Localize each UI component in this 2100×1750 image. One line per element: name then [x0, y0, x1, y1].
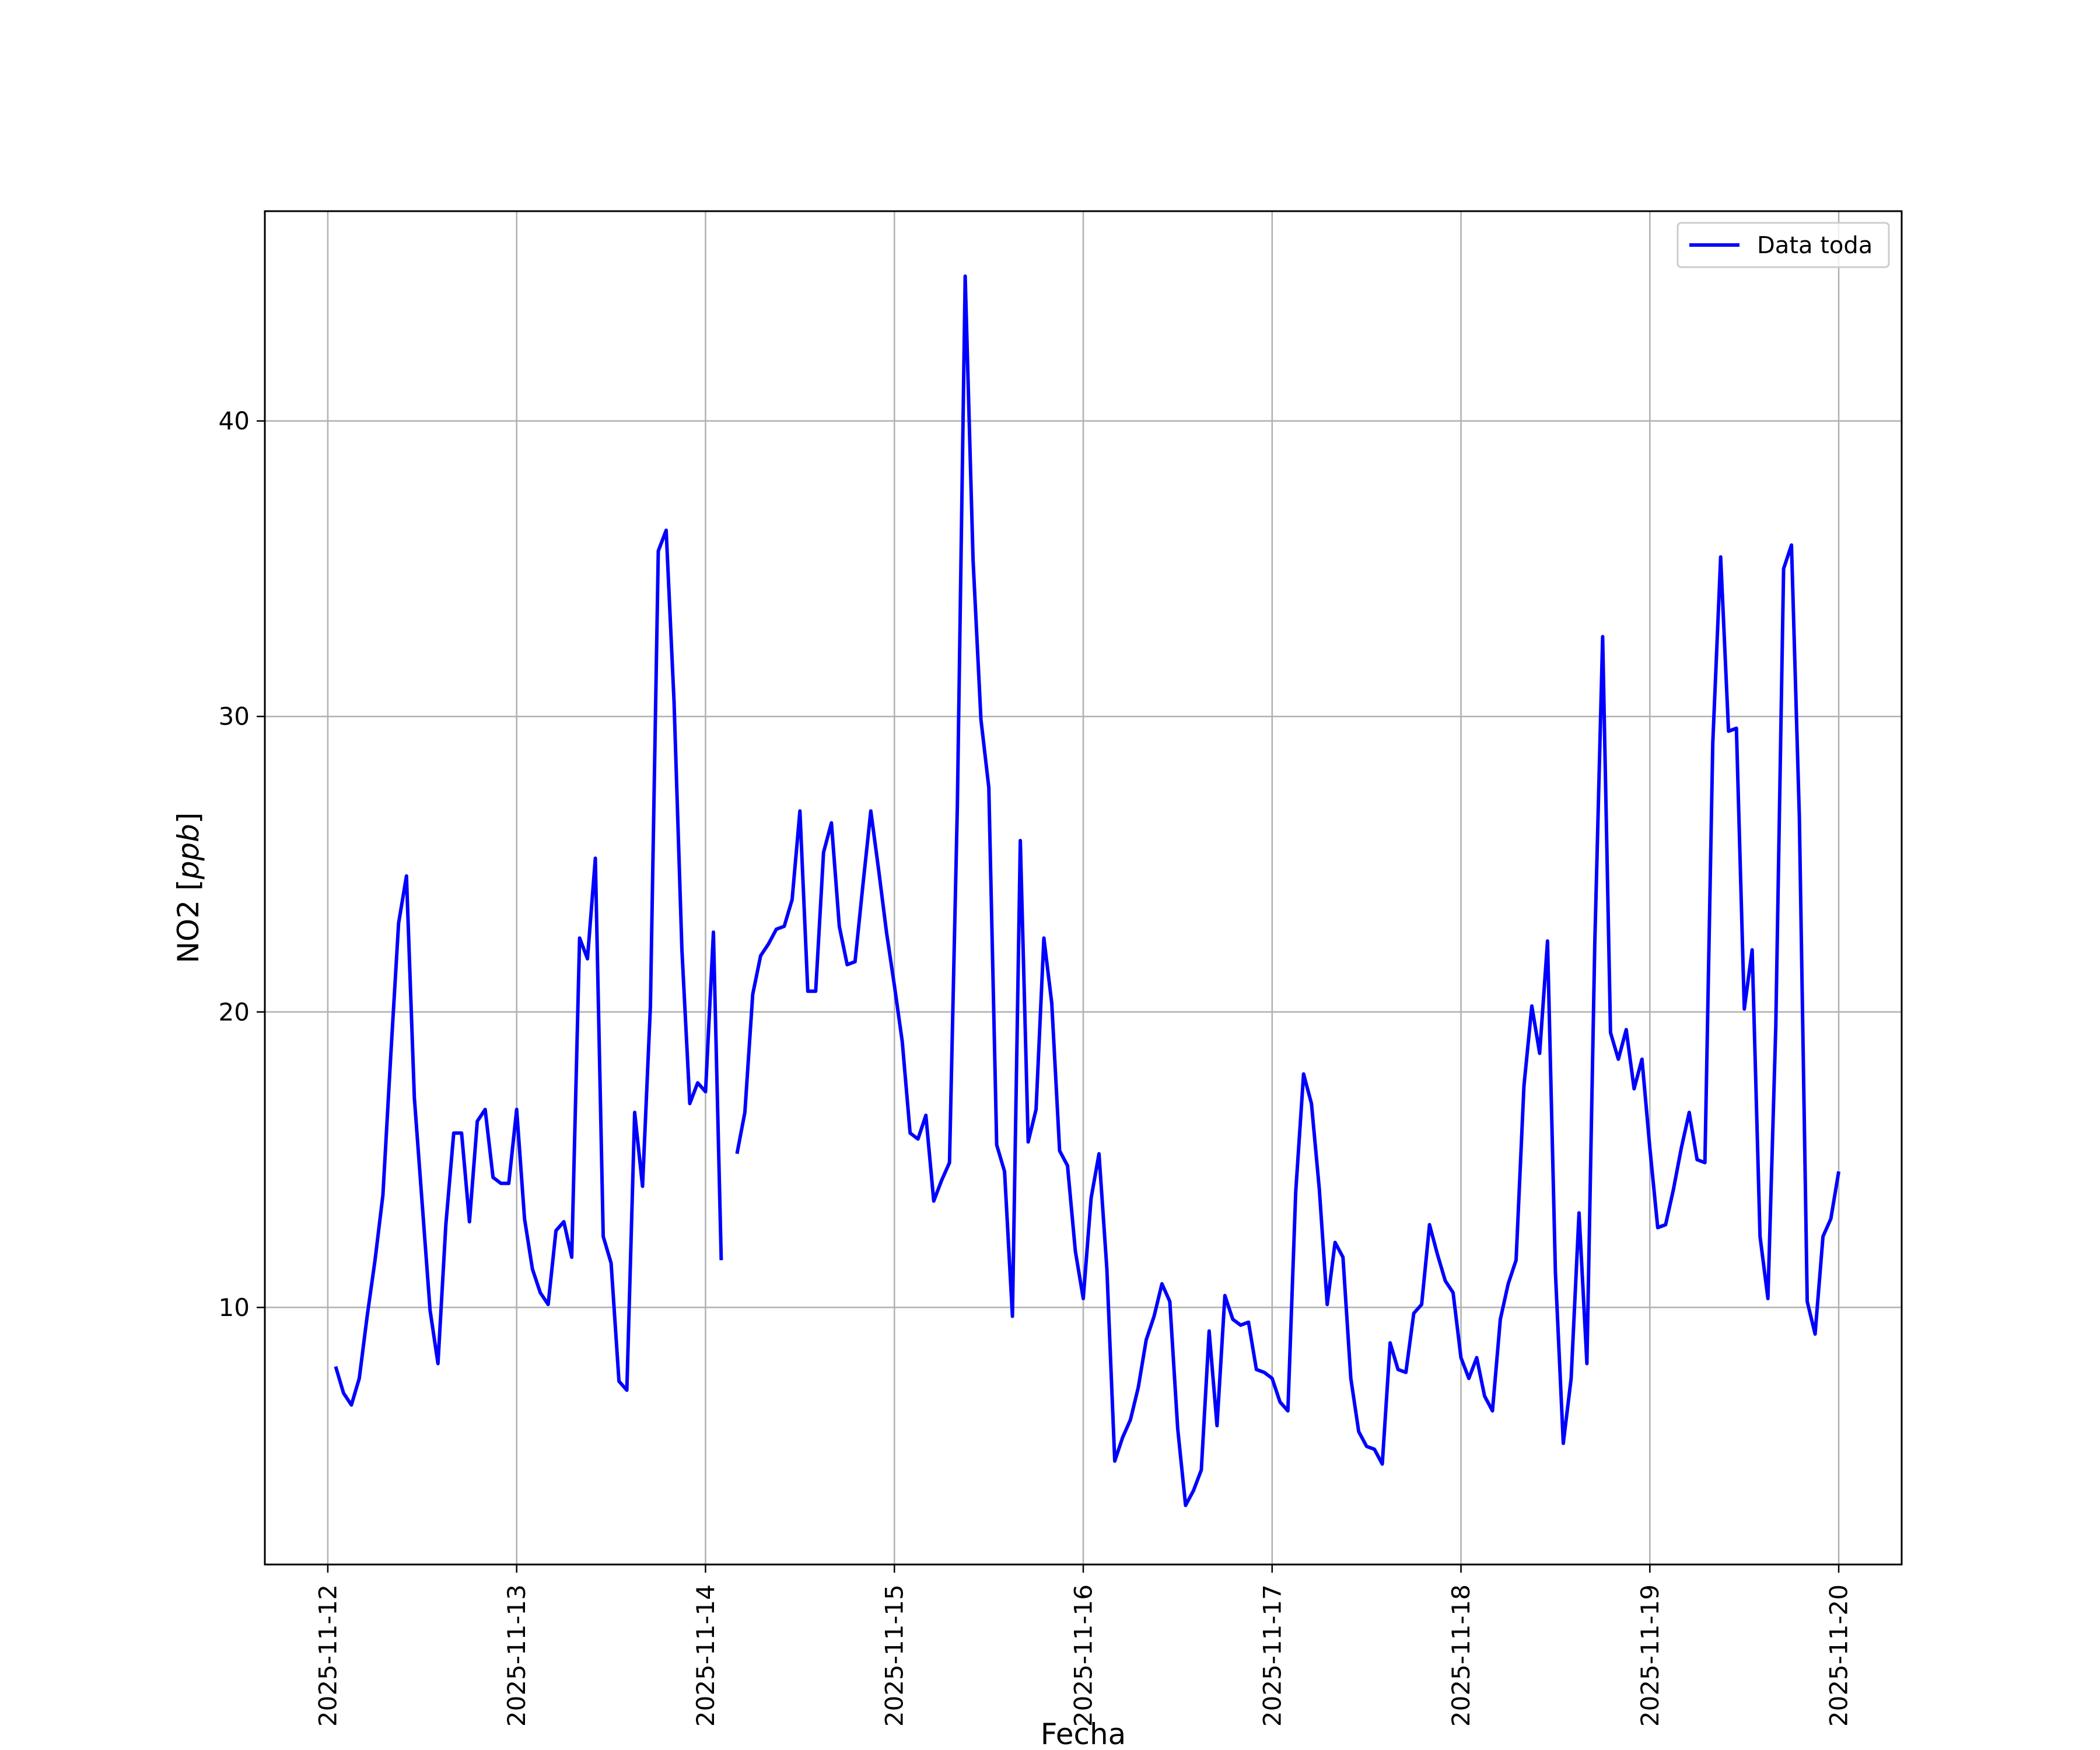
series-line-data-toda-segment-2: [735, 274, 1841, 1507]
x-axis-label: Fecha: [1041, 1717, 1126, 1750]
x-tick-label: 2025-11-16: [1069, 1584, 1098, 1727]
grid-lines: [265, 211, 1902, 1564]
y-tick-label: 20: [219, 998, 250, 1026]
series-lines: [334, 274, 1841, 1507]
y-axis-label-text: NO2 [: [172, 879, 205, 963]
legend: Data toda: [1676, 222, 1890, 268]
x-tick-label: 2025-11-19: [1636, 1584, 1664, 1727]
series-line-data-toda-segment-1: [334, 528, 723, 1407]
y-tick-label: 40: [219, 407, 250, 435]
y-axis-label-close: ]: [172, 813, 205, 824]
legend-box: [1676, 222, 1890, 268]
x-tick-label: 2025-11-12: [313, 1584, 342, 1727]
x-tick-label: 2025-11-17: [1258, 1584, 1286, 1727]
legend-entry-data-toda: Data toda: [1757, 232, 1873, 259]
y-axis-label-unit: ppb: [172, 824, 205, 880]
x-axis-ticks: 2025-11-12 2025-11-13 2025-11-14 2025-11-15…: [313, 1564, 1853, 1727]
x-tick-label: 2025-11-20: [1825, 1584, 1853, 1727]
y-axis-ticks: 10 20 30 40: [219, 407, 265, 1322]
y-axis-label: NO2 [ppb]: [172, 813, 205, 964]
x-tick-label: 2025-11-14: [691, 1584, 720, 1727]
y-tick-label: 10: [219, 1293, 250, 1322]
x-tick-label: 2025-11-15: [880, 1584, 909, 1727]
y-tick-label: 30: [219, 702, 250, 731]
x-tick-label: 2025-11-13: [502, 1584, 531, 1727]
x-tick-label: 2025-11-18: [1447, 1584, 1475, 1727]
